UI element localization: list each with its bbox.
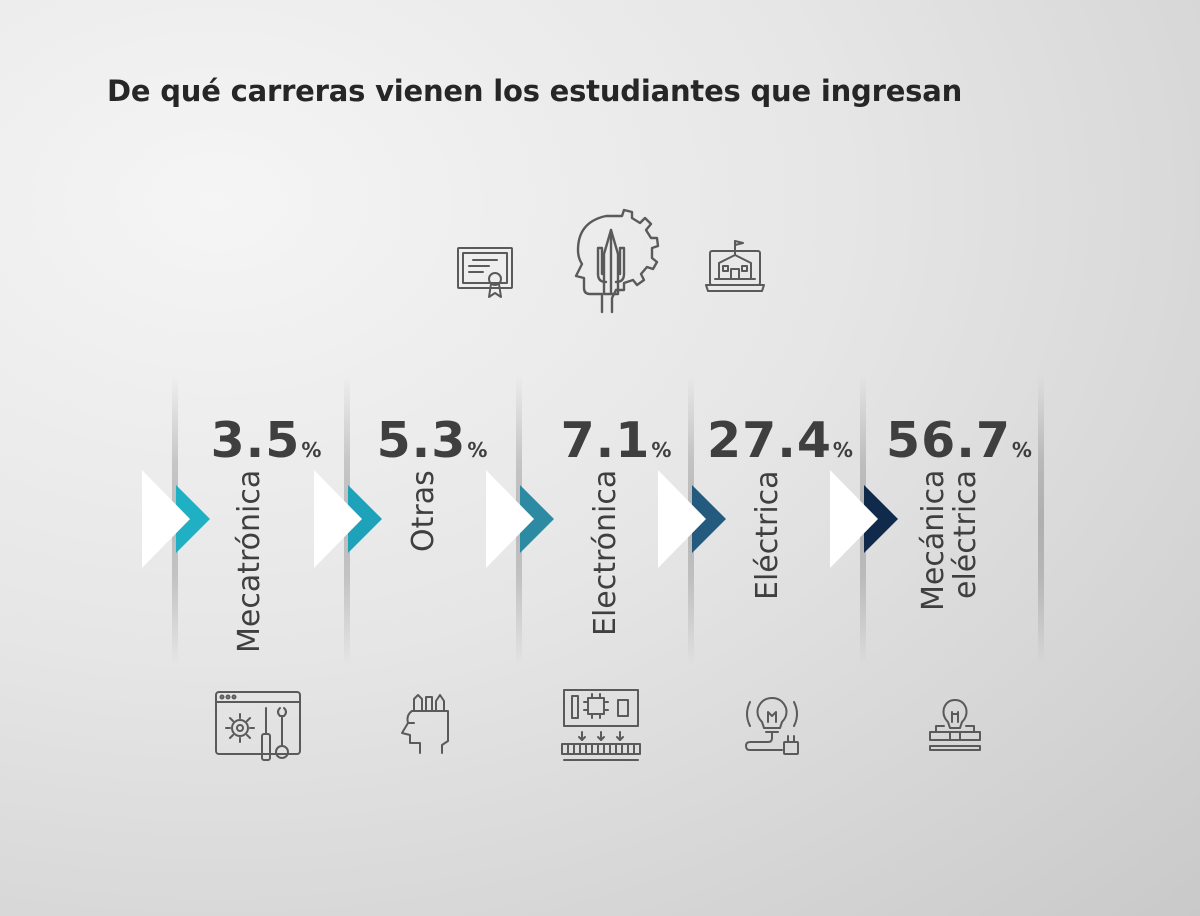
data-label: 3.5%	[180, 412, 352, 469]
chevron-arrow-icon	[830, 470, 900, 568]
chevron-accent	[520, 485, 554, 553]
school-laptop-icon	[705, 235, 765, 295]
data-label: 27.4%	[694, 412, 866, 469]
unit: %	[1011, 438, 1032, 462]
data-label: 56.7%	[873, 412, 1045, 469]
chevron-accent	[348, 485, 382, 553]
chevron-arrow-icon	[314, 470, 384, 568]
lightbulb-tool-icon	[926, 696, 984, 754]
divider	[1038, 375, 1044, 665]
unit: %	[651, 438, 672, 462]
unit: %	[467, 438, 488, 462]
value-electrica: 27.4	[707, 412, 832, 469]
category-label-otras: Otras	[406, 470, 441, 552]
lightbulb-plug-icon	[742, 692, 802, 756]
category-label-mecatronica: Mecatrónica	[232, 470, 267, 654]
head-pencils-icon	[398, 693, 456, 755]
chevron-accent	[176, 485, 210, 553]
chevron-arrow-icon	[142, 470, 212, 568]
unit: %	[832, 438, 853, 462]
value-otras: 5.3	[376, 412, 467, 469]
mechatronics-tools-icon	[214, 690, 302, 762]
value-electronica: 7.1	[560, 412, 651, 469]
head-gear-pencil-icon	[556, 208, 664, 316]
chart-title: De qué carreras vienen los estudiantes q…	[107, 74, 963, 108]
chevron-accent	[692, 485, 726, 553]
circuit-board-icon	[560, 688, 642, 764]
chevron-accent	[864, 485, 898, 553]
category-label-mecanica-electrica: Mecánica eléctrica	[916, 470, 983, 612]
data-label: 5.3%	[346, 412, 518, 469]
category-label-electronica: Electrónica	[588, 470, 623, 637]
data-label: 7.1%	[530, 412, 702, 469]
value-mecatronica: 3.5	[210, 412, 301, 469]
value-mecanica-electrica: 56.7	[886, 412, 1011, 469]
unit: %	[301, 438, 322, 462]
chevron-arrow-icon	[658, 470, 728, 568]
diploma-icon	[455, 243, 515, 303]
chevron-arrow-icon	[486, 470, 556, 568]
category-label-electrica: Eléctrica	[750, 470, 785, 600]
